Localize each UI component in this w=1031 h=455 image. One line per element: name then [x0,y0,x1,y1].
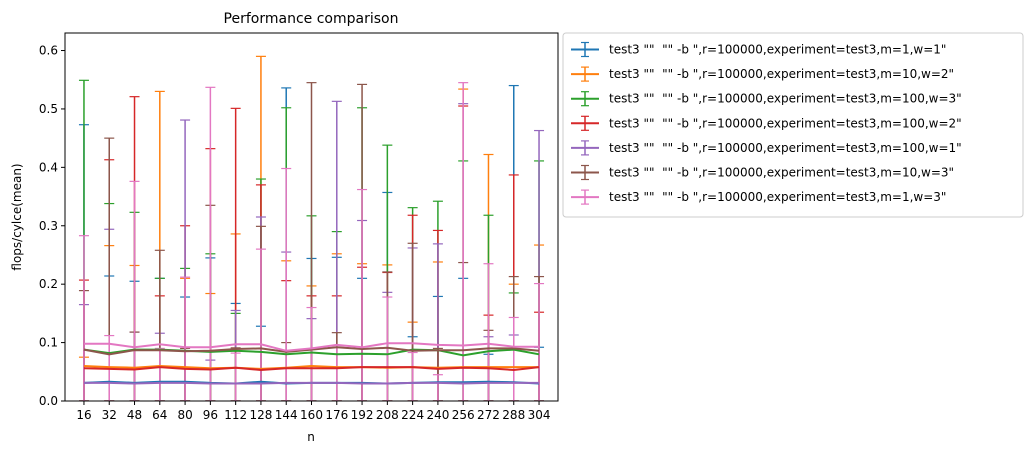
y-axis-label: flops/cylce(mean) [10,163,24,270]
series-line-4 [83,366,540,372]
legend-label: test3 "" "" -b ",r=100000,experiment=tes… [609,43,946,57]
x-tick-label: 16 [76,408,91,422]
legend-entry-7: test3 "" "" -b ",r=100000,experiment=tes… [571,189,946,205]
x-tick-label: 256 [452,408,475,422]
x-tick-label: 112 [224,408,247,422]
x-axis-label: n [307,430,315,444]
legend-entry-2: test3 "" "" -b ",r=100000,experiment=tes… [571,66,954,82]
legend-label: test3 "" "" -b ",r=100000,experiment=tes… [609,67,954,81]
x-tick-label: 240 [426,408,449,422]
legend-label: test3 "" "" -b ",r=100000,experiment=tes… [609,190,946,204]
legend-entries: test3 "" "" -b ",r=100000,experiment=tes… [571,41,962,205]
legend-entry-6: test3 "" "" -b ",r=100000,experiment=tes… [571,164,954,181]
legend-frame [562,32,1024,218]
x-tick-label: 96 [203,408,218,422]
y-tick-label: 0.0 [39,394,58,408]
x-tick-label: 144 [275,408,298,422]
legend-entry-1: test3 "" "" -b ",r=100000,experiment=tes… [571,41,946,58]
series-line-5 [84,381,539,385]
y-tick-label: 0.2 [39,277,58,291]
y-tick-label: 0.1 [39,336,58,350]
x-tick-label: 128 [249,408,272,422]
x-axis: 16 32 48 64 80 96 112 128 144 160 176 192 208 224 240 2… [76,401,550,422]
x-tick-label: 64 [152,408,167,422]
y-tick-label: 0.4 [39,160,58,174]
y-tick-label: 0.6 [39,44,58,58]
x-tick-label: 224 [401,408,424,422]
x-tick-label: 80 [177,408,192,422]
x-tick-label: 48 [127,408,142,422]
chart-title: Performance comparison [224,11,399,27]
legend-label: test3 "" "" -b ",r=100000,experiment=tes… [609,92,962,106]
x-tick-label: 192 [351,408,374,422]
legend-label: test3 "" "" -b ",r=100000,experiment=tes… [609,116,962,130]
x-tick-label: 176 [325,408,348,422]
x-tick-label: 304 [528,408,551,422]
legend: test3 "" "" -b ",r=100000,experiment=tes… [562,32,1024,218]
x-tick-label: 32 [102,408,117,422]
plot-area [78,55,545,401]
series-line-6 [83,346,540,356]
x-tick-label: 288 [502,408,525,422]
x-tick-label: 272 [477,408,500,422]
legend-label: test3 "" "" -b ",r=100000,experiment=tes… [609,141,962,155]
y-tick-label: 0.3 [39,219,58,233]
legend-entry-5: test3 "" "" -b ",r=100000,experiment=tes… [571,140,962,156]
plot-series [78,55,545,401]
series-line-7 [84,342,539,352]
y-tick-label: 0.5 [39,102,58,116]
y-axis: 0.0 0.1 0.2 0.3 0.4 0.5 0.6 [39,44,65,408]
legend-entry-3: test3 "" "" -b ",r=100000,experiment=tes… [571,91,962,107]
x-tick-label: 160 [300,408,323,422]
legend-label: test3 "" "" -b ",r=100000,experiment=tes… [609,166,954,180]
x-tick-label: 208 [376,408,399,422]
legend-entry-4: test3 "" "" -b ",r=100000,experiment=tes… [571,115,962,131]
